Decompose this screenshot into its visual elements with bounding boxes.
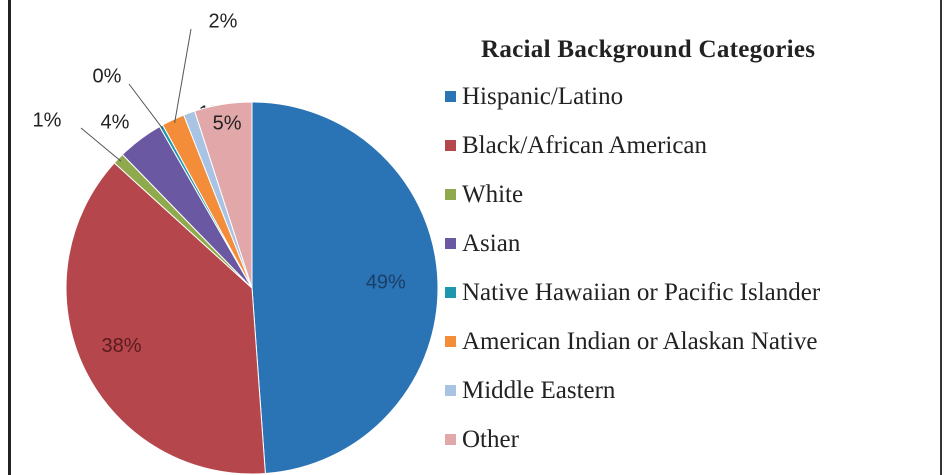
- legend-item-asian: Asian: [445, 219, 945, 268]
- leader-line-white: [80, 127, 122, 162]
- pie-slice-hispanic-latino: [251, 101, 439, 475]
- legend-swatch-asian: [445, 238, 456, 249]
- legend-swatch-native-hawaiian-or-pacific-islander: [445, 287, 456, 298]
- legend-label-hispanic-latino: Hispanic/Latino: [462, 82, 624, 110]
- legend-item-black-african-american: Black/African American: [445, 121, 945, 170]
- data-label-other: 5%: [213, 112, 242, 134]
- legend-label-middle-eastern: Middle Eastern: [462, 376, 616, 404]
- legend-label-american-indian-or-alaskan-native: American Indian or Alaskan Native: [462, 327, 818, 355]
- legend-label-black-african-american: Black/African American: [462, 131, 708, 159]
- data-label-black-african-american: 38%: [102, 335, 142, 357]
- legend-swatch-american-indian-or-alaskan-native: [445, 336, 456, 347]
- data-label-white: 1%: [33, 109, 62, 131]
- legend-label-asian: Asian: [462, 229, 521, 257]
- data-label-native-hawaiian-or-pacific-islander: 0%: [93, 65, 122, 87]
- legend-title: Racial Background Categories: [481, 36, 816, 63]
- legend-swatch-middle-eastern: [445, 385, 456, 396]
- legend-item-american-indian-or-alaskan-native: American Indian or Alaskan Native: [445, 317, 945, 366]
- data-label-american-indian-or-alaskan-native: 2%: [209, 10, 238, 32]
- pie-chart: 49%38%1%4%0%2%1%5%: [33, 10, 439, 475]
- legend-swatch-hispanic-latino: [445, 91, 456, 102]
- legend-item-middle-eastern: Middle Eastern: [445, 366, 945, 415]
- legend-swatch-other: [445, 434, 456, 445]
- pie-slice-black-african-american: [65, 162, 266, 475]
- legend-label-native-hawaiian-or-pacific-islander: Native Hawaiian or Pacific Islander: [462, 278, 821, 306]
- leader-line-native-hawaiian-or-pacific-islander: [128, 83, 164, 130]
- legend-item-native-hawaiian-or-pacific-islander: Native Hawaiian or Pacific Islander: [445, 268, 945, 317]
- legend-swatch-white: [445, 189, 456, 200]
- legend-label-white: White: [462, 180, 524, 208]
- legend-item-hispanic-latino: Hispanic/Latino: [445, 72, 945, 121]
- pie-slice-other: [194, 101, 253, 289]
- data-label-hispanic-latino: 49%: [366, 271, 406, 293]
- chart-frame: 49%38%1%4%0%2%1%5% Racial Background Cat…: [8, 0, 942, 475]
- data-label-asian: 4%: [101, 111, 130, 133]
- legend-items: Hispanic/Latino Black/African American Whi…: [445, 72, 945, 464]
- legend-swatch-black-african-american: [445, 140, 456, 151]
- legend-item-other: Other: [445, 415, 945, 464]
- leader-line-american-indian-or-alaskan-native: [174, 28, 192, 124]
- legend-item-white: White: [445, 170, 945, 219]
- legend: Racial Background Categories Hispanic/La…: [445, 36, 945, 464]
- legend-label-other: Other: [462, 425, 519, 453]
